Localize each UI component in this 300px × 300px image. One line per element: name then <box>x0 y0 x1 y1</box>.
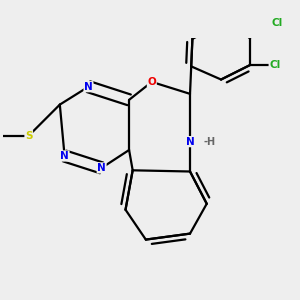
Text: N: N <box>60 151 69 161</box>
Text: O: O <box>147 77 156 87</box>
Text: S: S <box>25 131 32 141</box>
Text: Cl: Cl <box>269 60 281 70</box>
Text: N: N <box>97 163 106 173</box>
Text: Cl: Cl <box>272 18 283 28</box>
Text: N: N <box>84 82 93 92</box>
Text: N: N <box>186 136 194 147</box>
Text: -H: -H <box>203 136 215 147</box>
